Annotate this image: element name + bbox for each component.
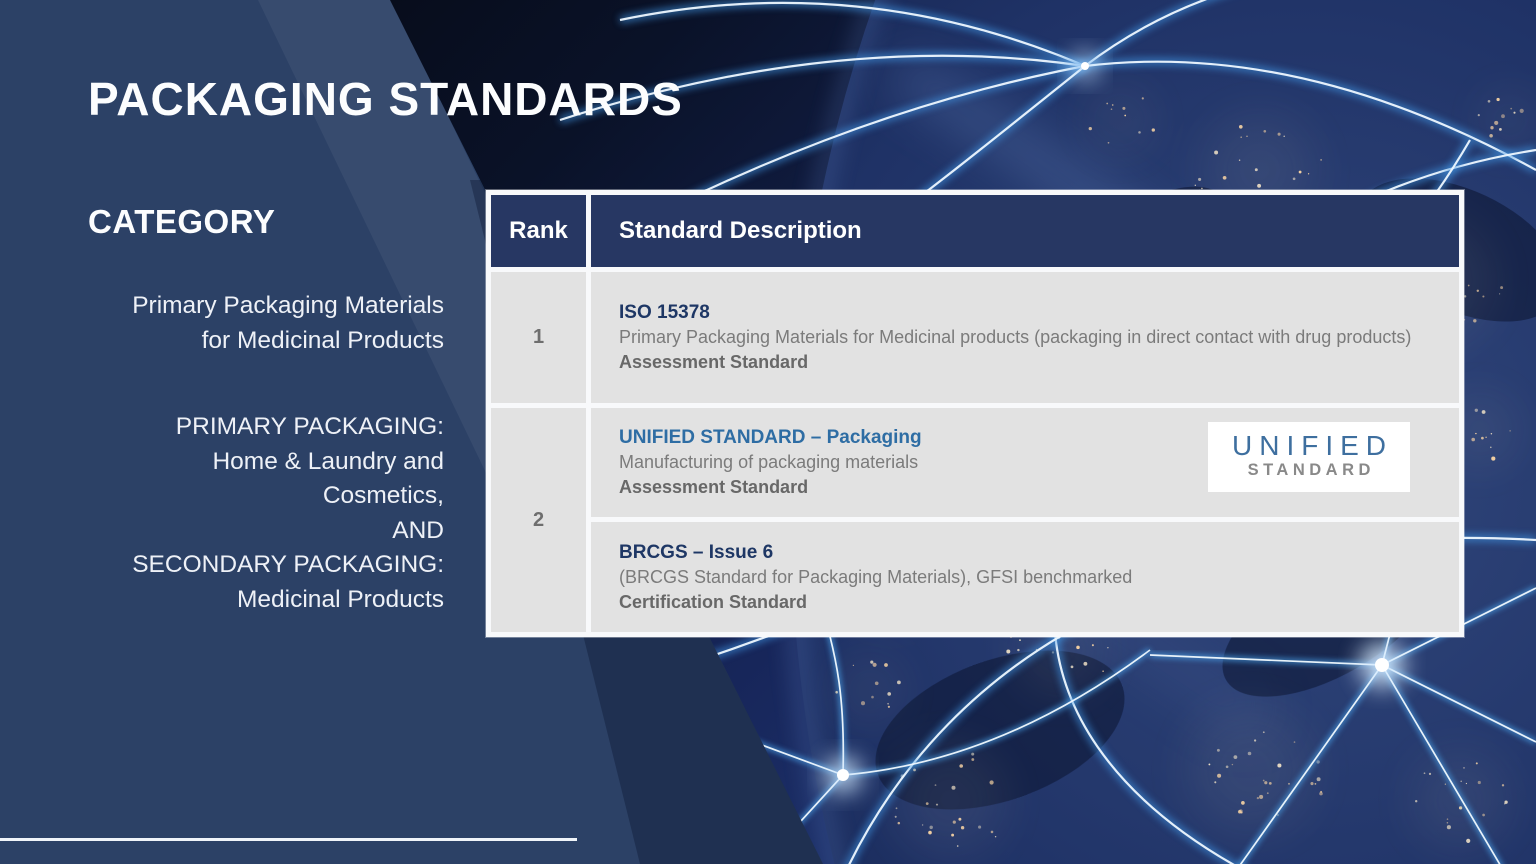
rank-column-header: Rank [491,195,586,267]
network-arcs [500,0,1536,864]
panel-base [0,0,823,864]
table-row-iso-15378: ISO 15378 Primary Packaging Materials fo… [591,272,1459,403]
category-line: Medicinal Products [237,585,444,613]
standard-type: Assessment Standard [619,352,809,372]
standard-type: Certification Standard [619,591,808,612]
category-line: Home & Laundry and [212,447,444,475]
description-header-label: Standard Description [619,217,862,244]
category-line: for Medicinal Products [201,327,444,354]
logo-text-unified: UNIFIED [1232,429,1393,461]
category-line: AND [392,516,444,544]
table-row-unified-standard: UNIFIED STANDARD – Packaging Manufacturi… [591,408,1459,517]
description-column-header: Standard Description [591,195,1459,267]
category-line: Primary Packaging Materials [132,292,444,319]
standard-name: UNIFIED STANDARD – Packaging [619,427,922,448]
category-line: Cosmetics, [322,482,444,509]
standard-description: Manufacturing of packaging materials [619,452,919,472]
rank-cell-1: 1 [491,272,586,403]
rank-header-label: Rank [509,217,568,244]
category-line: SECONDARY PACKAGING: [132,551,444,578]
standards-table: Rank Standard Description 1 ISO 15378 Pr… [486,190,1464,637]
standard-name: ISO 15378 [619,302,710,323]
standard-name: BRCGS – Issue 6 [619,541,774,563]
standard-description: (BRCGS Standard for Packaging Materials)… [619,566,1133,587]
footer-divider-line [0,838,577,841]
category-block-1: Primary Packaging Materials for Medicina… [44,288,444,358]
category-line: PRIMARY PACKAGING: [175,413,444,440]
rank-cell-2: 2 [491,408,586,632]
standard-type: Assessment Standard [619,477,809,497]
logo-text-standard: STANDARD [1247,460,1375,479]
category-heading: CATEGORY [88,203,276,240]
category-block-2: PRIMARY PACKAGING: Home & Laundry and Co… [44,410,444,617]
unified-standard-logo: UNIFIED STANDARD [1208,422,1410,492]
standard-description: Primary Packaging Materials for Medicina… [619,327,1412,347]
page-title: PACKAGING STANDARDS [88,73,683,125]
table-row-brcgs: BRCGS – Issue 6 (BRCGS Standard for Pack… [591,522,1459,632]
